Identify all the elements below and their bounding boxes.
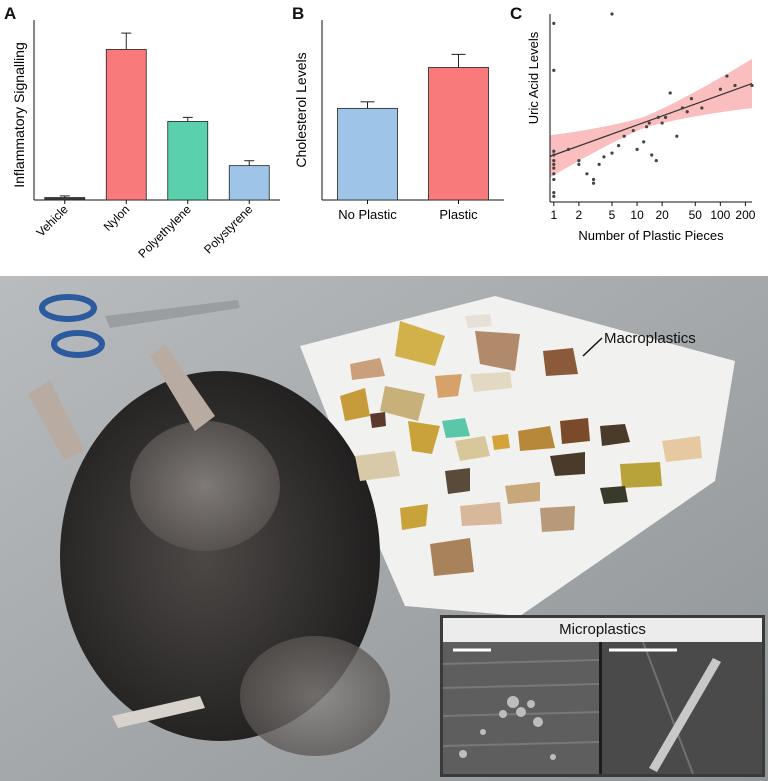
chart-c-xticklabel-5: 5 [609,208,616,222]
chart-a-bar-polyethylene [167,121,209,201]
chart-c-point-31 [660,121,664,125]
chart-c-ylabel: Uric Acid Levels [526,31,541,124]
chart-c-xlabel: Number of Plastic Pieces [578,228,724,243]
chart-c-point-33 [668,91,672,95]
chart-c-xticklabel-20: 20 [655,208,669,222]
chart-c-point-25 [642,140,646,144]
chart-c-point-29 [654,159,658,163]
chart-b-bar-no-plastic [337,107,398,201]
chart-c-xticklabel-200: 200 [735,208,755,222]
chart-c-point-19 [610,151,614,155]
chart-c-point-15 [591,177,596,182]
sem-image-right [602,642,762,774]
chart-c-point-36 [685,110,689,114]
chart-c-point-1 [552,68,556,72]
bird-dissection-photo: Macroplastics [0,276,768,781]
chart-c-point-10 [552,194,556,198]
chart-c-point-0 [552,21,556,25]
chart-c-xticklabel-50: 50 [689,208,703,222]
chart-c-point-42 [750,83,754,88]
chart-c-point-20 [610,12,614,16]
chart-c-xticklabel-1: 1 [550,208,557,222]
chart-a-xticklabel-polystyrene: Polystyrene [201,202,255,256]
chart-c-xticklabel-10: 10 [630,208,644,222]
chart-b-ylabel: Cholesterol Levels [293,52,309,167]
chart-c-point-34 [675,134,679,138]
macroplastics-label: Macroplastics [604,330,696,347]
chart-a-xticklabel-polyethylene: Polyethylene [135,202,194,261]
panel-letter-b: B [292,4,305,23]
chart-c-point-5 [552,162,556,166]
panel-letter-a: A [4,4,17,23]
chart-b-xticklabel-plastic: Plastic [439,207,478,222]
chart-c-point-2 [552,149,556,153]
microplastics-title: Microplastics [443,618,762,642]
microplastics-inset: Microplastics [440,615,765,777]
chart-c-point-4 [552,159,556,163]
chart-c-point-13 [577,162,581,166]
chart-c-point-26 [644,125,649,129]
scissors-blade [105,300,240,328]
chart-c-point-24 [635,147,639,151]
photo-illustration [0,276,768,781]
chart-c-point-35 [680,106,684,110]
chart-a-xticklabel-vehicle: Vehicle [34,202,71,239]
chart-c-point-8 [552,177,556,182]
chart-c-point-32 [663,115,668,119]
paper-sheet [300,296,735,616]
panel-letter-c: C [510,4,523,23]
chart-c-point-39 [718,87,722,91]
chart-c-point-22 [622,134,626,138]
chart-c-point-7 [552,172,556,176]
macroplastic-fragments [340,314,702,576]
chart-c-point-11 [566,147,571,151]
chart-a-ylabel: Inflammatory Signalling [11,42,27,188]
chart-a-xticklabel-nylon: Nylon [101,202,133,234]
chart-c-xticklabel-2: 2 [576,208,583,222]
chart-c-point-17 [597,162,601,166]
chart-c-confidence-band [550,59,752,178]
scissors [39,294,105,358]
bird-foot-left [28,380,85,460]
bird-head [240,636,390,756]
chart-c-point-18 [602,155,606,159]
chart-c-point-6 [552,166,556,170]
chart-b-bar-plastic [428,67,489,201]
chart-c-point-21 [617,144,621,148]
chart-c-point-3 [552,153,556,157]
chart-c-point-30 [656,115,660,119]
bird-beak [112,696,205,728]
chart-a-bar-nylon [105,49,147,201]
chart-c-point-41 [733,83,737,88]
chart-c-xticklabel-100: 100 [710,208,730,222]
chart-c-point-38 [700,106,704,110]
microplastic-clusters [459,696,556,760]
chart-c-point-16 [591,181,596,185]
chart-c-point-12 [577,159,581,163]
chart-c-point-27 [647,121,651,125]
sem-micrographs [443,642,762,774]
chart-c-point-9 [552,191,556,195]
chart-c-point-28 [650,153,654,157]
chart-c-point-23 [631,128,635,133]
bird-belly [130,421,280,551]
chart-a-bar-polystyrene [228,165,270,201]
chart-b-xticklabel-no-plastic: No Plastic [338,207,397,222]
chart-b-cholesterol-levels: Cholesterol Levels No Plastic Plastic [293,20,504,222]
chart-c-point-40 [725,74,729,78]
chart-c-point-37 [689,97,694,101]
macroplastics-leader-line [582,337,603,357]
chart-a-bar-vehicle [44,197,86,201]
chart-a-inflammatory-signalling: Inflammatory Signalling Vehicle Nylon Polye… [11,20,280,261]
chart-c-point-14 [585,172,589,176]
chart-c-uric-acid-scatter: 1 2 5 10 20 50 100 200 Number of Plastic Pieces U… [526,12,756,243]
bird-foot-right [150,344,215,431]
chart-c-fit-line [549,82,753,157]
microplastic-fiber [649,658,721,772]
